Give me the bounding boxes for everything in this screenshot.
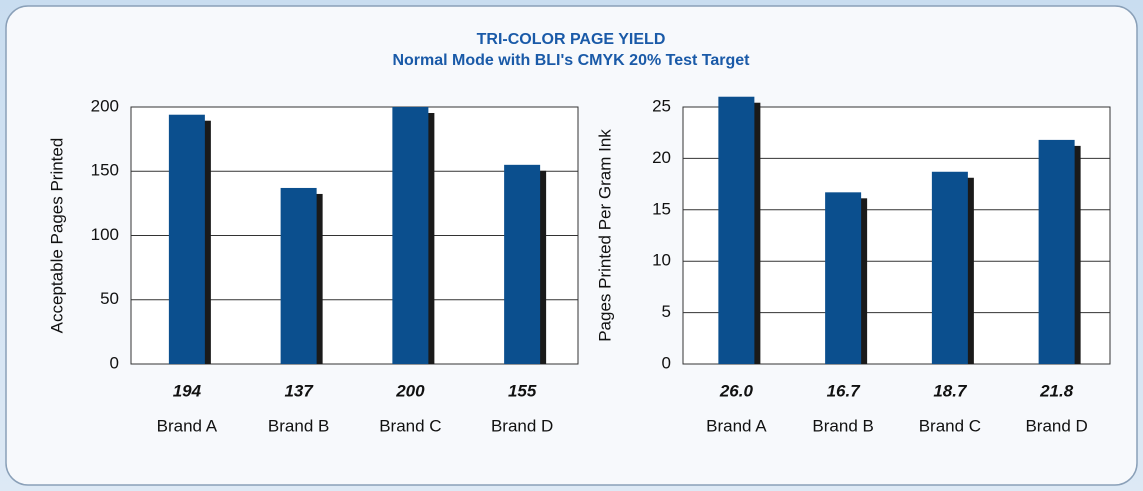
value-label: 200 xyxy=(395,381,425,400)
y-axis-label: Pages Printed Per Gram Ink xyxy=(595,129,614,342)
y-tick-label: 10 xyxy=(652,251,671,270)
y-tick-label: 15 xyxy=(652,199,671,218)
x-tick-label: Brand D xyxy=(491,416,553,435)
bar xyxy=(392,107,429,364)
value-label: 155 xyxy=(508,381,537,400)
y-tick-label: 25 xyxy=(652,96,671,115)
y-tick-label: 200 xyxy=(91,96,119,115)
x-tick-label: Brand D xyxy=(1025,416,1087,435)
value-label: 21.8 xyxy=(1039,381,1074,400)
title: TRI-COLOR PAGE YIELD xyxy=(477,31,666,48)
bar xyxy=(718,96,755,364)
value-label: 26.0 xyxy=(719,381,754,400)
y-tick-label: 5 xyxy=(662,302,671,321)
bar xyxy=(1038,139,1075,364)
y-tick-label: 50 xyxy=(100,289,119,308)
value-label: 18.7 xyxy=(933,381,968,400)
x-tick-label: Brand B xyxy=(812,416,873,435)
bar xyxy=(504,164,541,364)
subtitle: Normal Mode with BLI's CMYK 20% Test Tar… xyxy=(392,52,750,69)
value-label: 194 xyxy=(173,381,202,400)
y-axis-label: Acceptable Pages Printed xyxy=(47,138,66,334)
bar xyxy=(168,114,205,365)
x-tick-label: Brand B xyxy=(268,416,329,435)
y-tick-label: 100 xyxy=(91,225,119,244)
y-tick-label: 20 xyxy=(652,148,671,167)
value-label: 137 xyxy=(284,381,314,400)
y-tick-label: 0 xyxy=(110,353,119,372)
bar xyxy=(931,171,968,364)
x-tick-label: Brand A xyxy=(157,416,218,435)
bar xyxy=(825,192,862,364)
y-tick-label: 0 xyxy=(662,353,671,372)
bar xyxy=(280,187,317,364)
value-label: 16.7 xyxy=(827,381,862,400)
x-tick-label: Brand C xyxy=(919,416,981,435)
y-tick-label: 150 xyxy=(91,161,119,180)
x-tick-label: Brand A xyxy=(706,416,767,435)
x-tick-label: Brand C xyxy=(379,416,441,435)
